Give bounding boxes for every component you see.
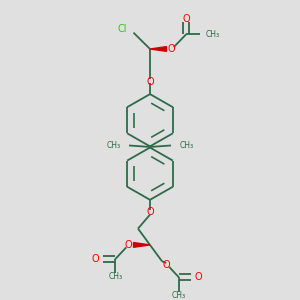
Text: CH₃: CH₃ bbox=[172, 291, 186, 300]
Text: O: O bbox=[167, 44, 175, 54]
Text: Cl: Cl bbox=[117, 24, 127, 34]
Text: CH₃: CH₃ bbox=[179, 141, 194, 150]
Text: O: O bbox=[182, 14, 190, 24]
Polygon shape bbox=[150, 46, 166, 51]
Text: O: O bbox=[194, 272, 202, 282]
Text: O: O bbox=[125, 240, 133, 250]
Polygon shape bbox=[134, 243, 150, 247]
Text: CH₃: CH₃ bbox=[106, 141, 121, 150]
Text: O: O bbox=[163, 260, 171, 270]
Text: CH₃: CH₃ bbox=[108, 272, 122, 281]
Text: O: O bbox=[146, 76, 154, 87]
Text: CH₃: CH₃ bbox=[205, 30, 219, 39]
Text: O: O bbox=[92, 254, 100, 264]
Text: O: O bbox=[146, 207, 154, 217]
